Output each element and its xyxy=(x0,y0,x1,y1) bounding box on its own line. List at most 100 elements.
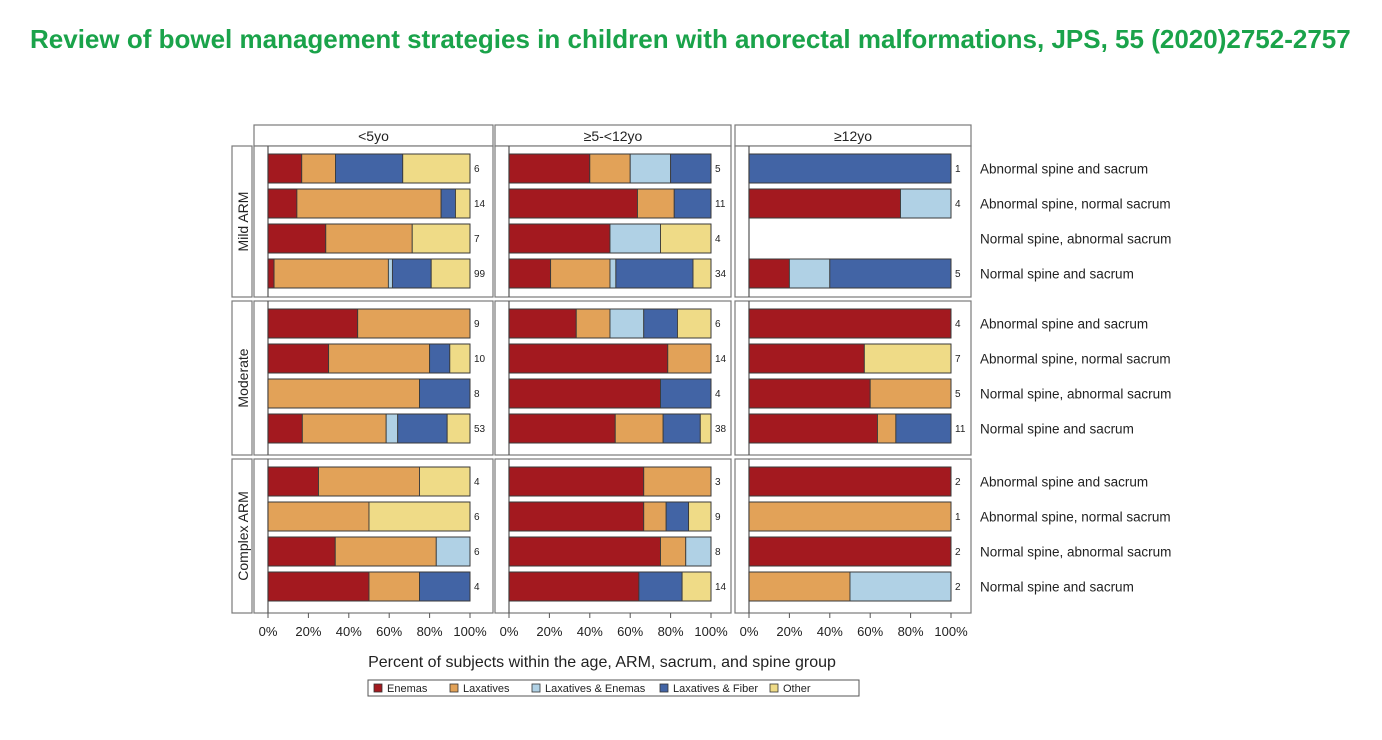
bar-segment-e xyxy=(508,343,669,374)
x-tick-label: 40% xyxy=(336,624,362,639)
bar-outline xyxy=(267,501,471,532)
bar-segment-e xyxy=(748,536,952,567)
bar-n-label: 8 xyxy=(715,547,721,558)
bar-n-label: 6 xyxy=(474,547,480,558)
x-tick-label: 100% xyxy=(453,624,487,639)
bar-segment-e xyxy=(267,571,370,602)
legend-swatch-le xyxy=(531,683,541,693)
bar-outline xyxy=(267,223,471,254)
category-label: Abnormal spine, normal sacrum xyxy=(980,197,1171,212)
bar-segment-l xyxy=(667,343,712,374)
bar-segment-o xyxy=(449,343,471,374)
row-strip-label: Moderate xyxy=(235,348,251,407)
bar-outline xyxy=(748,188,952,219)
bar-segment-l xyxy=(748,571,851,602)
bar-segment-le xyxy=(629,153,672,184)
bar-segment-e xyxy=(508,153,591,184)
bar-segment-e xyxy=(508,413,616,444)
x-tick-label: 100% xyxy=(934,624,968,639)
bar-outline xyxy=(508,536,712,567)
bar-outline xyxy=(267,153,471,184)
category-label: Abnormal spine and sacrum xyxy=(980,317,1148,332)
bar-segment-o xyxy=(411,223,471,254)
bar-outline xyxy=(267,378,471,409)
bar-segment-o xyxy=(688,501,712,532)
bar-n-label: 7 xyxy=(474,234,480,245)
bar-outline xyxy=(748,153,952,184)
bar-n-label: 8 xyxy=(474,389,480,400)
bar-segment-o xyxy=(419,466,471,497)
bar-outline xyxy=(508,466,712,497)
bar-segment-le xyxy=(385,413,399,444)
x-axis-title: Percent of subjects within the age, ARM,… xyxy=(368,654,836,671)
bar-outline xyxy=(748,501,952,532)
bar-segment-e xyxy=(267,188,298,219)
bar-segment-le xyxy=(609,258,617,289)
bar-outline xyxy=(748,378,952,409)
bar-segment-o xyxy=(455,188,471,219)
bar-segment-l xyxy=(869,378,952,409)
bar-segment-e xyxy=(508,188,638,219)
bar-segment-o xyxy=(368,501,471,532)
bar-segment-o xyxy=(402,153,471,184)
bar-segment-e xyxy=(267,223,327,254)
bar-segment-f xyxy=(643,308,678,339)
bar-n-label: 4 xyxy=(715,389,721,400)
category-label: Abnormal spine and sacrum xyxy=(980,475,1148,490)
bar-outline xyxy=(508,223,712,254)
legend-box xyxy=(367,679,860,697)
bar-n-label: 38 xyxy=(715,424,727,435)
bar-segment-l xyxy=(357,308,471,339)
bar-segment-l xyxy=(325,223,413,254)
bar-outline xyxy=(748,308,952,339)
legend-swatch-o xyxy=(769,683,779,693)
bar-n-label: 4 xyxy=(715,234,721,245)
bar-segment-f xyxy=(660,378,712,409)
bar-segment-e xyxy=(267,536,336,567)
bar-segment-l xyxy=(637,188,675,219)
column-strip-label: ≥5-<12yo xyxy=(584,128,643,144)
bar-segment-l xyxy=(575,308,611,339)
bar-segment-le xyxy=(900,188,952,219)
row-strip-label: Mild ARM xyxy=(235,192,251,252)
bar-segment-o xyxy=(681,571,712,602)
bar-outline xyxy=(267,188,471,219)
bar-segment-l xyxy=(614,413,664,444)
bar-segment-l xyxy=(643,501,667,532)
bar-n-label: 6 xyxy=(474,512,480,523)
x-tick-label: 80% xyxy=(417,624,443,639)
legend-swatch-e xyxy=(373,683,383,693)
bar-segment-o xyxy=(863,343,952,374)
x-tick-label: 80% xyxy=(658,624,684,639)
bar-segment-o xyxy=(430,258,471,289)
category-label: Abnormal spine, normal sacrum xyxy=(980,352,1171,367)
bar-segment-l xyxy=(301,153,336,184)
bar-segment-f xyxy=(665,501,690,532)
bar-outline xyxy=(748,571,952,602)
category-label: Normal spine, abnormal sacrum xyxy=(980,387,1171,402)
bar-segment-l xyxy=(334,536,437,567)
bar-outline xyxy=(267,308,471,339)
bar-outline xyxy=(267,571,471,602)
bar-n-label: 53 xyxy=(474,424,486,435)
bar-outline xyxy=(508,343,712,374)
bar-outline xyxy=(267,466,471,497)
bar-segment-le xyxy=(609,223,661,254)
bar-segment-e xyxy=(267,413,303,444)
x-tick-label: 60% xyxy=(617,624,643,639)
bar-segment-le xyxy=(788,258,831,289)
bar-segment-e xyxy=(748,378,871,409)
bar-segment-l xyxy=(328,343,431,374)
bar-segment-f xyxy=(397,413,448,444)
bar-n-label: 4 xyxy=(474,582,480,593)
bar-outline xyxy=(748,413,952,444)
x-tick-label: 20% xyxy=(776,624,802,639)
category-label: Normal spine and sacrum xyxy=(980,580,1134,595)
bar-n-label: 5 xyxy=(715,164,721,175)
bar-segment-l xyxy=(267,378,420,409)
legend-label: Laxatives & Enemas xyxy=(545,683,646,695)
bar-outline xyxy=(508,188,712,219)
bar-outline xyxy=(508,258,712,289)
bar-segment-e xyxy=(267,466,319,497)
bar-outline xyxy=(748,466,952,497)
